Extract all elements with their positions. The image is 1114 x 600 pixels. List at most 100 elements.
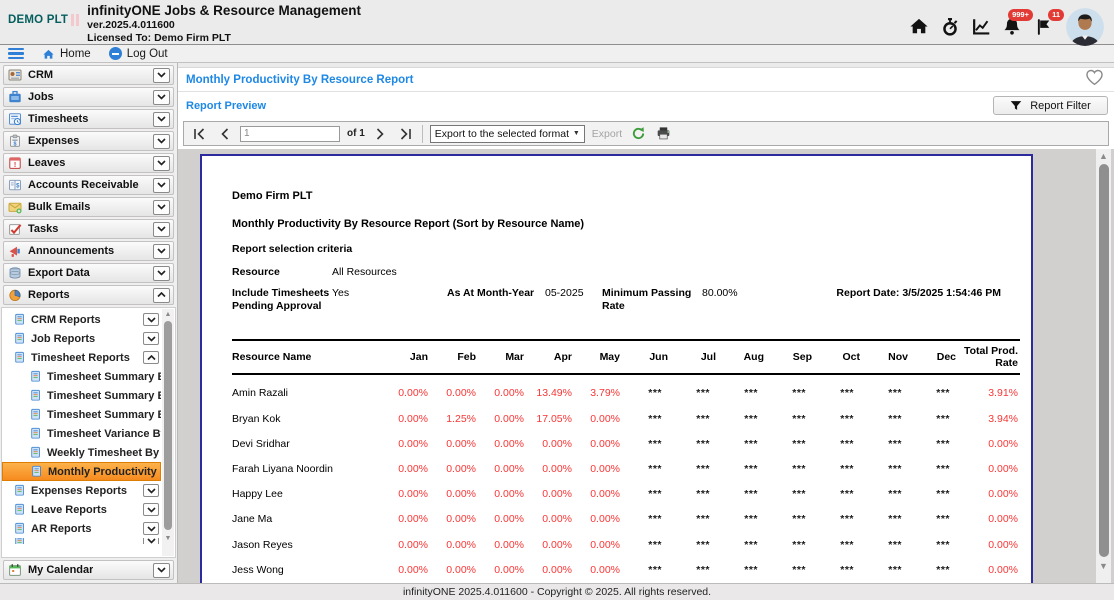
sidebar-item-reports[interactable]: Reports xyxy=(3,285,174,305)
expand-button[interactable] xyxy=(153,68,170,83)
sidebar-item-leaves[interactable]: !Leaves xyxy=(3,153,174,173)
table-row: Jason Reyes0.00%0.00%0.00%0.00%0.00%****… xyxy=(232,532,1020,557)
value-cell: *** xyxy=(814,532,862,557)
expand-button[interactable] xyxy=(153,156,170,171)
expand-button[interactable] xyxy=(143,522,159,535)
export-button[interactable]: Export xyxy=(592,128,622,140)
sidebar-item-label: Export Data xyxy=(28,267,90,279)
scroll-down-icon[interactable]: ▼ xyxy=(1096,561,1111,571)
expand-button[interactable] xyxy=(143,332,159,345)
tree-item-timesheet-summary-by-job[interactable]: Timesheet Summary By Job xyxy=(2,386,161,405)
last-page-button[interactable] xyxy=(397,125,415,143)
tree-item-weekly-timesheet-by-resource[interactable]: Weekly Timesheet By Resource xyxy=(2,443,161,462)
logout-button[interactable]: Log Out xyxy=(109,47,168,60)
value-cell: *** xyxy=(670,557,718,582)
refresh-icon[interactable] xyxy=(629,125,647,143)
svg-text:!: ! xyxy=(14,162,16,169)
home-button[interactable]: Home xyxy=(42,48,91,60)
expand-button[interactable] xyxy=(153,200,170,215)
value-cell: *** xyxy=(910,456,958,481)
sidebar-item-jobs[interactable]: Jobs xyxy=(3,87,174,107)
resource-label: Resource xyxy=(232,266,332,278)
expand-button[interactable] xyxy=(143,313,159,326)
app-title-block: infinityONE Jobs & Resource Management v… xyxy=(87,3,361,45)
sidebar-item-timesheets[interactable]: Timesheets xyxy=(3,109,174,129)
reports-tree: CRM ReportsJob ReportsTimesheet ReportsT… xyxy=(1,307,176,558)
value-cell: 0.00% xyxy=(430,456,478,481)
min-passing-rate-value: 80.00% xyxy=(702,287,792,299)
resource-name-cell: Jane Ma xyxy=(232,507,382,532)
scroll-thumb[interactable] xyxy=(1099,164,1109,557)
value-cell: 0.00% xyxy=(478,431,526,456)
expand-button[interactable] xyxy=(143,538,159,544)
favorite-heart-icon[interactable] xyxy=(1085,69,1104,91)
column-header: Aug xyxy=(718,340,766,374)
sidebar-item-bulk-emails[interactable]: Bulk Emails xyxy=(3,197,174,217)
tree-item-leave-reports[interactable]: Leave Reports xyxy=(2,500,161,519)
tree-item-monthly-productivity-by-resou[interactable]: Monthly Productivity By Resou xyxy=(2,462,161,481)
scroll-up-icon[interactable]: ▲ xyxy=(1096,151,1111,161)
page-count-label: of 1 xyxy=(347,128,365,139)
column-header: Mar xyxy=(478,340,526,374)
tree-item-ar-reports[interactable]: AR Reports xyxy=(2,519,161,538)
next-page-button[interactable] xyxy=(372,125,390,143)
sidebar-item-export-data[interactable]: Export Data xyxy=(3,263,174,283)
scroll-down-icon[interactable]: ▼ xyxy=(162,535,174,542)
value-cell: 0.00% xyxy=(574,507,622,532)
value-cell: *** xyxy=(622,482,670,507)
sidebar-item-crm[interactable]: CRM xyxy=(3,65,174,85)
sidebar-item-my-calendar[interactable]: My Calendar xyxy=(3,560,174,580)
footer-text: infinityONE 2025.4.011600 - Copyright © … xyxy=(403,586,711,598)
flag-icon[interactable]: 11 xyxy=(1031,15,1055,39)
sidebar-scrollbar[interactable]: ▲ ▼ xyxy=(162,309,174,556)
value-cell: *** xyxy=(766,582,814,583)
expand-button[interactable] xyxy=(153,266,170,281)
scroll-up-icon[interactable]: ▲ xyxy=(162,311,174,318)
tree-item-expenses-reports[interactable]: Expenses Reports xyxy=(2,481,161,500)
stopwatch-icon[interactable] xyxy=(938,15,962,39)
expand-button[interactable] xyxy=(153,90,170,105)
report-filter-button[interactable]: Report Filter xyxy=(993,96,1108,115)
scroll-thumb[interactable] xyxy=(164,321,172,530)
home-icon[interactable] xyxy=(907,15,931,39)
tree-item-job-reports[interactable]: Job Reports xyxy=(2,329,161,348)
expand-button[interactable] xyxy=(153,222,170,237)
first-page-button[interactable] xyxy=(190,125,208,143)
value-cell: *** xyxy=(670,507,718,532)
tree-item-timesheet-variance-by-resourc[interactable]: Timesheet Variance By Resourc xyxy=(2,424,161,443)
expand-button[interactable] xyxy=(153,178,170,193)
collapse-button[interactable] xyxy=(153,288,170,303)
report-doc-icon xyxy=(14,313,26,326)
avatar[interactable] xyxy=(1066,8,1104,46)
tree-item-label: Timesheet Summary By Resour xyxy=(47,409,161,421)
expand-button[interactable] xyxy=(153,244,170,259)
sidebar-item-accounts-receivable[interactable]: $Accounts Receivable xyxy=(3,175,174,195)
prev-page-button[interactable] xyxy=(215,125,233,143)
tree-item-timesheet-summary-by-resour[interactable]: Timesheet Summary By Resour xyxy=(2,405,161,424)
column-header: Dec xyxy=(910,340,958,374)
sidebar-item-expenses[interactable]: $Expenses xyxy=(3,131,174,151)
report-criteria-heading: Report selection criteria xyxy=(232,243,1001,255)
sidebar-item-announcements[interactable]: Announcements xyxy=(3,241,174,261)
tree-item-timesheet-reports[interactable]: Timesheet Reports xyxy=(2,348,161,367)
expand-button[interactable] xyxy=(143,484,159,497)
sidebar-item-tasks[interactable]: Tasks xyxy=(3,219,174,239)
expand-button[interactable] xyxy=(143,503,159,516)
tree-item-crm-reports[interactable]: CRM Reports xyxy=(2,310,161,329)
export-format-select[interactable]: Export to the selected format ▼ xyxy=(430,125,585,143)
report-doc-icon xyxy=(14,484,26,497)
report-doc-icon xyxy=(14,522,26,535)
hamburger-icon[interactable] xyxy=(8,48,24,60)
print-icon[interactable] xyxy=(654,125,672,143)
expand-button[interactable] xyxy=(153,112,170,127)
report-scrollbar[interactable]: ▲ ▼ xyxy=(1096,149,1111,583)
collapse-button[interactable] xyxy=(143,351,159,364)
tree-item-partial[interactable] xyxy=(2,538,161,544)
expand-button[interactable] xyxy=(153,134,170,149)
bell-icon[interactable]: 999+ xyxy=(1000,15,1024,39)
chart-icon[interactable] xyxy=(969,15,993,39)
page-number-input[interactable] xyxy=(240,126,340,142)
tree-item-timesheet-summary-by-client[interactable]: Timesheet Summary By Client xyxy=(2,367,161,386)
sidebar-item-label: Announcements xyxy=(28,245,114,257)
expand-button[interactable] xyxy=(153,563,170,578)
